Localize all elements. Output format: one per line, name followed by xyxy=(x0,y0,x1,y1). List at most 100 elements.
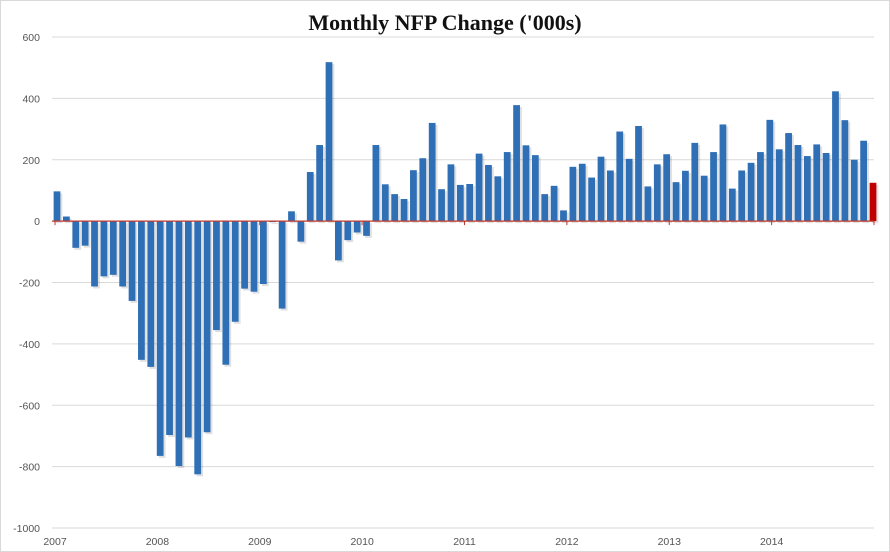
bar xyxy=(297,221,305,242)
bar xyxy=(503,152,511,222)
bar xyxy=(306,172,314,222)
bar xyxy=(363,221,370,236)
bar xyxy=(710,152,717,222)
y-axis-ticks: 600 400 200 0 -200 -400 -600 -800 -1000 xyxy=(13,32,40,535)
bar xyxy=(91,221,98,287)
bar xyxy=(381,184,389,222)
y-tick-label: 200 xyxy=(22,155,40,167)
bar xyxy=(213,221,220,331)
y-tick-label: 400 xyxy=(22,93,40,105)
bar xyxy=(832,91,839,222)
bar xyxy=(850,159,858,222)
y-tick-label: -400 xyxy=(19,339,40,351)
bar xyxy=(109,221,117,275)
bar xyxy=(456,184,464,222)
bar-shadow xyxy=(271,223,279,225)
bar xyxy=(63,216,70,222)
y-tick-label: -800 xyxy=(19,462,40,474)
latest-bar xyxy=(869,182,877,222)
bar xyxy=(316,145,323,222)
bar xyxy=(635,125,642,222)
bar xyxy=(541,194,549,222)
bar xyxy=(259,221,267,285)
bar xyxy=(728,188,736,222)
bar xyxy=(128,221,136,301)
bar xyxy=(700,175,708,222)
bar xyxy=(841,120,849,222)
bar xyxy=(100,221,108,277)
y-tick-label: 0 xyxy=(34,216,40,228)
y-tick-label: 600 xyxy=(22,32,40,44)
bar xyxy=(803,156,811,222)
x-tick-label: 2011 xyxy=(453,536,476,548)
bar xyxy=(766,119,774,222)
bar xyxy=(72,221,80,248)
bar xyxy=(682,170,689,222)
bar xyxy=(147,221,155,367)
bar xyxy=(400,199,408,222)
bar xyxy=(138,221,145,360)
bar xyxy=(531,155,539,222)
bar xyxy=(466,183,474,222)
bar xyxy=(194,221,202,475)
bar xyxy=(569,166,577,222)
y-tick-label: -200 xyxy=(19,278,40,290)
bar xyxy=(616,131,624,222)
bars xyxy=(53,62,879,477)
bar xyxy=(438,189,445,222)
x-tick-label: 2012 xyxy=(555,536,579,548)
bar xyxy=(325,62,333,222)
x-tick-label: 2013 xyxy=(658,536,682,548)
bar xyxy=(119,221,127,287)
x-axis-ticks: 2007 2008 2009 2010 2011 2012 2013 2014 xyxy=(43,221,875,548)
bar xyxy=(775,149,783,222)
bar xyxy=(475,153,483,222)
bar xyxy=(822,152,830,222)
y-tick-label: -600 xyxy=(19,400,40,412)
bar xyxy=(719,124,727,222)
bar xyxy=(335,221,342,261)
bar xyxy=(222,221,230,365)
bar xyxy=(625,158,633,222)
bar xyxy=(794,145,802,222)
x-tick-label: 2009 xyxy=(248,536,272,548)
bar xyxy=(447,164,455,222)
x-tick-label: 2007 xyxy=(43,536,67,548)
bar xyxy=(588,177,595,222)
bar xyxy=(203,221,211,433)
bar xyxy=(372,145,380,222)
bar xyxy=(860,140,867,222)
bar xyxy=(81,221,89,246)
bar xyxy=(813,144,821,222)
bar xyxy=(691,142,699,222)
bar xyxy=(184,221,192,438)
bar xyxy=(672,182,680,222)
bar xyxy=(250,221,258,292)
y-tick-label: -1000 xyxy=(13,523,40,535)
x-tick-label: 2010 xyxy=(350,536,374,548)
bar xyxy=(231,221,239,322)
bar xyxy=(241,221,248,289)
bar xyxy=(410,170,417,222)
bar xyxy=(353,221,361,233)
bar xyxy=(644,186,652,222)
bar xyxy=(663,154,671,222)
bar xyxy=(578,163,586,222)
chart-title: Monthly NFP Change ('000s) xyxy=(308,10,582,35)
x-tick-label: 2014 xyxy=(760,536,784,548)
x-tick-label: 2008 xyxy=(146,536,170,548)
bar xyxy=(785,133,792,222)
bar xyxy=(278,221,286,309)
bar xyxy=(288,211,295,222)
bar xyxy=(391,194,399,222)
bar xyxy=(738,170,746,222)
bar xyxy=(419,158,427,222)
bar xyxy=(653,164,661,222)
bar xyxy=(166,221,173,436)
bar xyxy=(757,152,764,222)
bar xyxy=(550,185,558,222)
bar xyxy=(560,210,567,222)
bar xyxy=(513,105,520,222)
bar xyxy=(344,221,352,241)
bar xyxy=(597,156,605,222)
